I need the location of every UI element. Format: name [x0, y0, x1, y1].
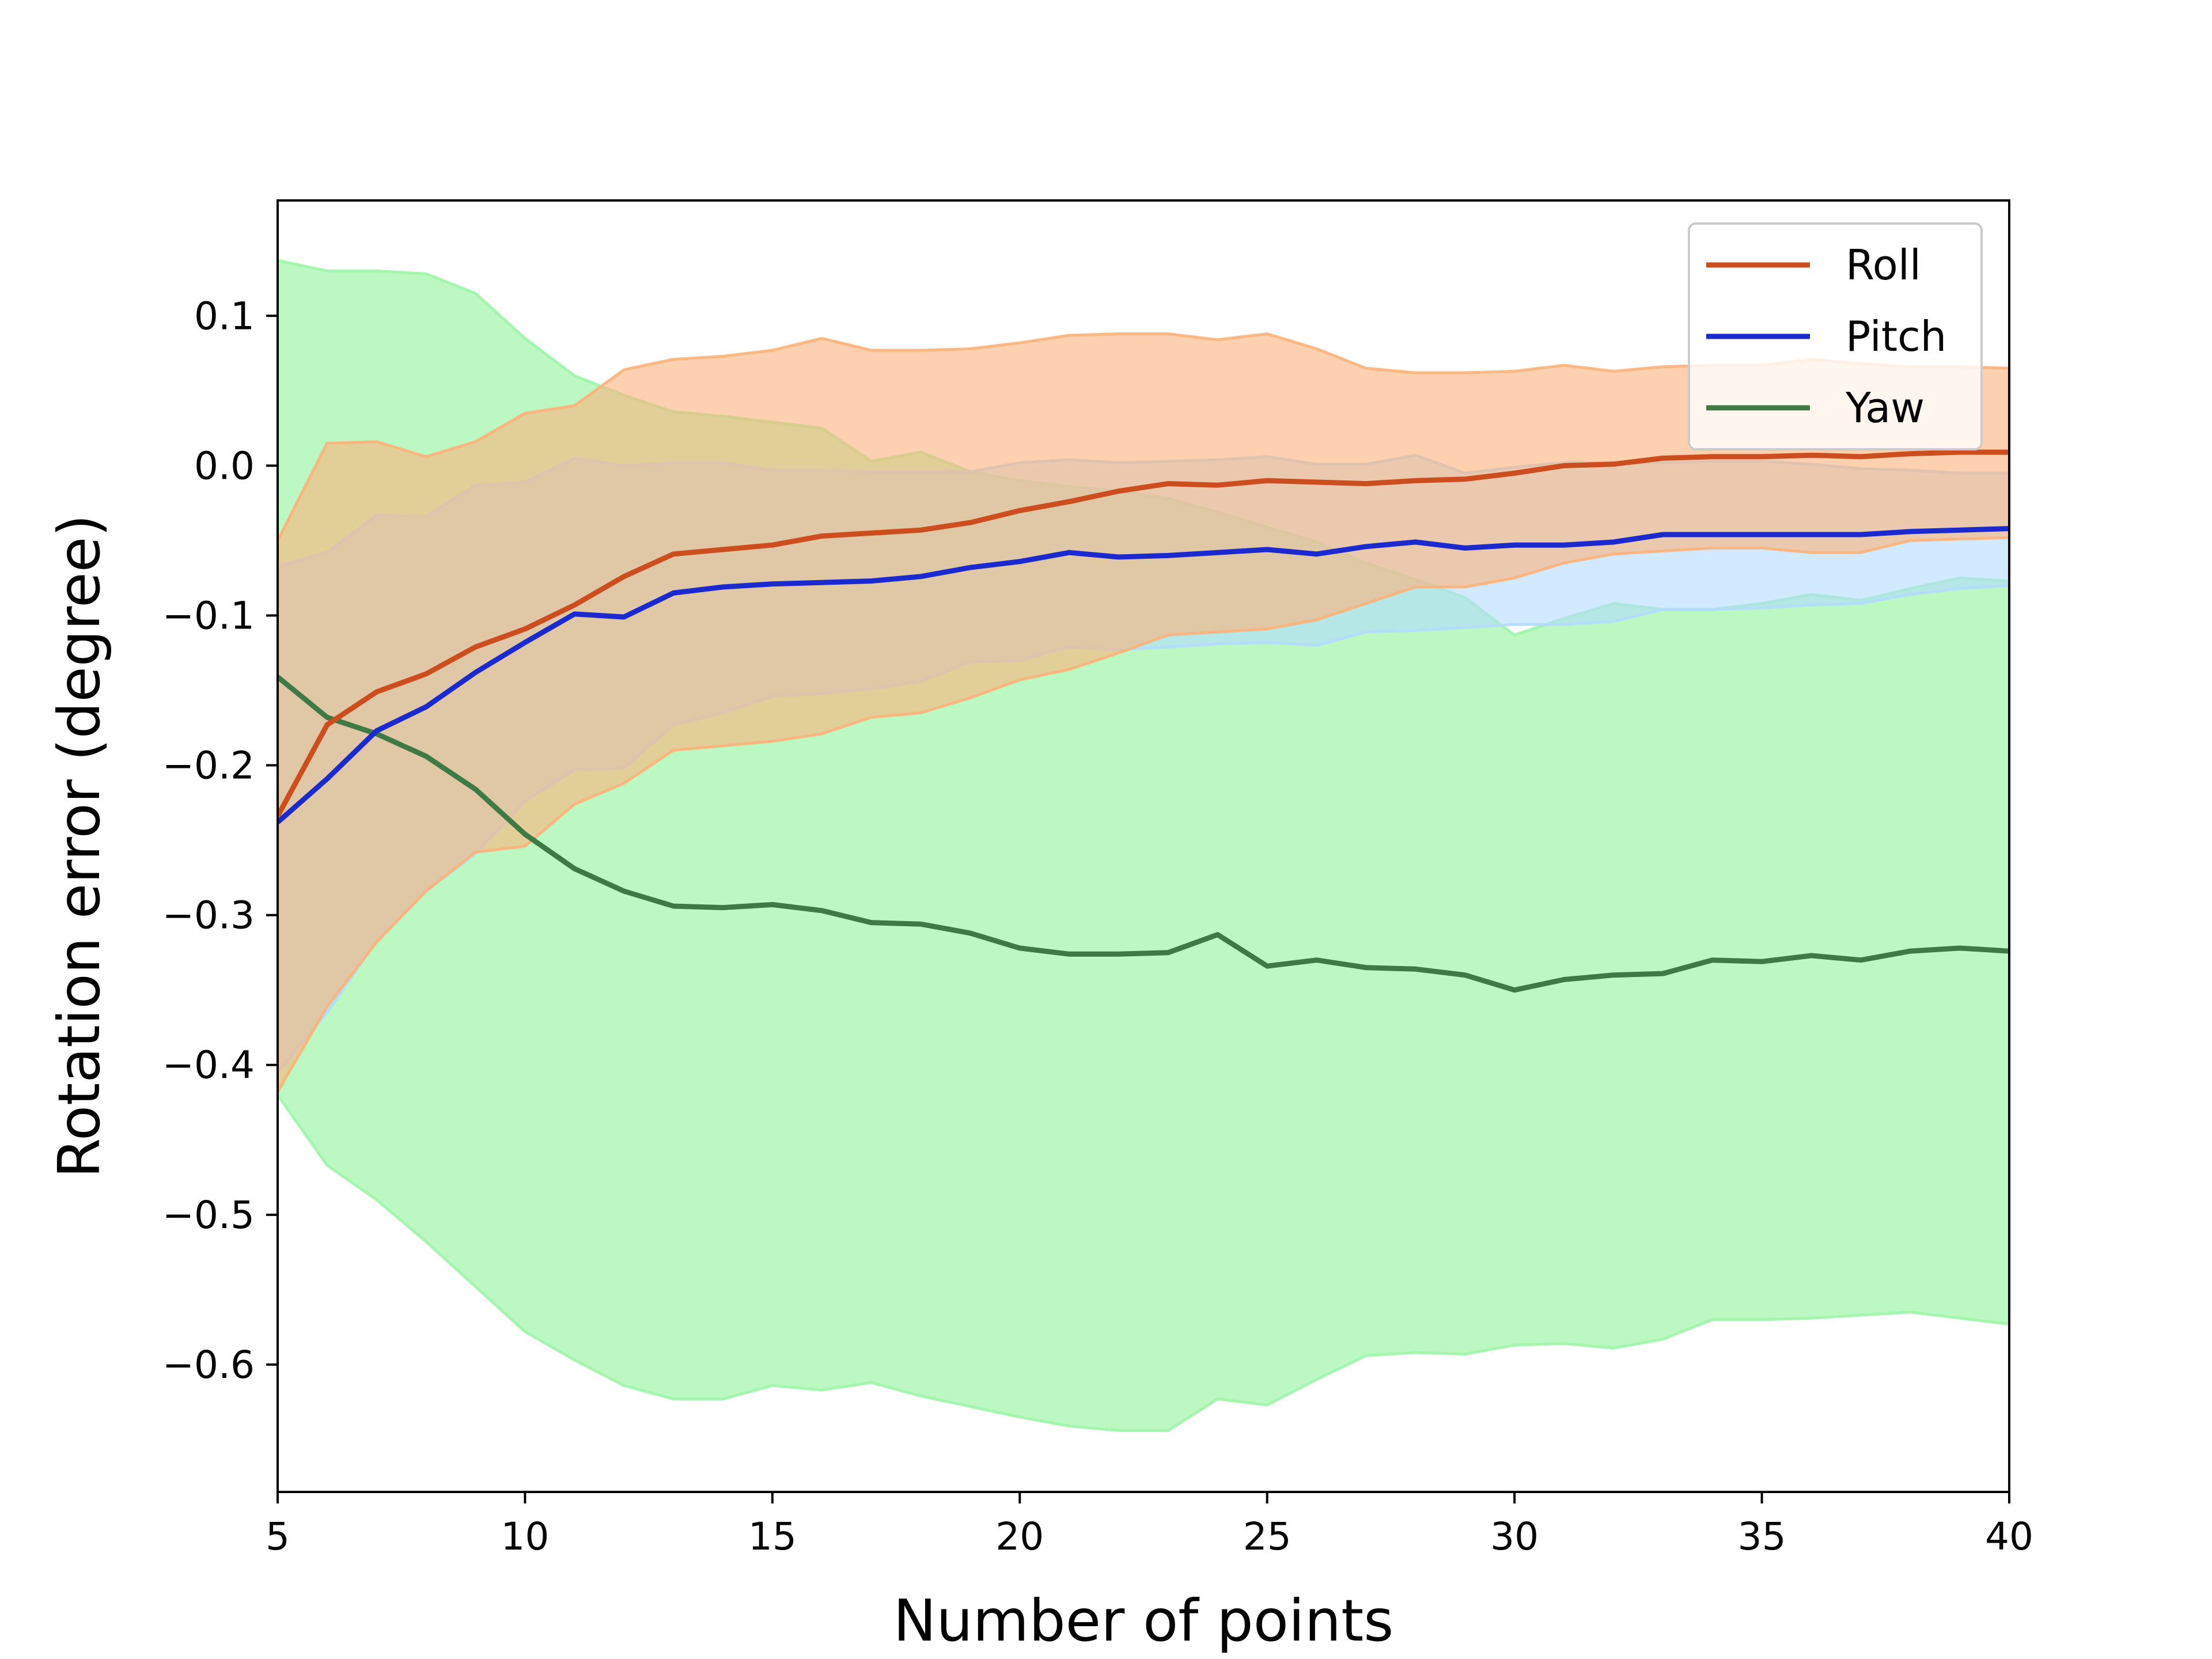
yaw-legend-label: Yaw — [1845, 384, 1925, 432]
x-tick-label: 10 — [501, 1514, 549, 1559]
x-tick-label: 20 — [995, 1514, 1044, 1559]
x-axis-label: Number of points — [893, 1587, 1394, 1654]
y-tick-label: 0.0 — [194, 444, 255, 488]
y-tick-label: 0.1 — [194, 294, 255, 338]
y-tick-label: −0.4 — [162, 1043, 255, 1088]
y-axis-label: Rotation error (degree) — [46, 514, 113, 1178]
x-tick-label: 35 — [1738, 1514, 1786, 1559]
x-tick-label: 30 — [1490, 1514, 1539, 1559]
roll-error-band — [278, 332, 2009, 1095]
mean-lines — [278, 449, 2009, 993]
roll-legend-label: Roll — [1846, 241, 1921, 289]
x-tick-label: 15 — [748, 1514, 797, 1559]
legend-box — [1688, 222, 1983, 450]
x-tick-label: 40 — [1985, 1514, 2033, 1559]
y-tick-label: −0.2 — [162, 744, 255, 788]
plot-frame — [276, 199, 2010, 1493]
yaw-mean-line — [278, 675, 2009, 993]
y-tick-label: −0.6 — [162, 1343, 255, 1387]
roll-mean-line — [278, 449, 2009, 818]
y-tick-label: −0.5 — [162, 1193, 255, 1237]
x-axis-ticks: 5 10 15 20 25 30 35 40 — [266, 1492, 2033, 1559]
y-tick-label: −0.3 — [162, 893, 255, 938]
y-tick-label: −0.1 — [162, 593, 255, 638]
pitch-legend-label: Pitch — [1846, 312, 1946, 361]
y-axis-ticks: 0.1 0.0 −0.1 −0.2 −0.3 −0.4 −0.5 −0.6 — [162, 294, 278, 1387]
x-tick-label: 5 — [266, 1514, 290, 1559]
legend: Roll Pitch Yaw — [1688, 222, 1983, 450]
pitch-mean-line — [278, 526, 2009, 824]
x-tick-label: 25 — [1243, 1514, 1291, 1559]
